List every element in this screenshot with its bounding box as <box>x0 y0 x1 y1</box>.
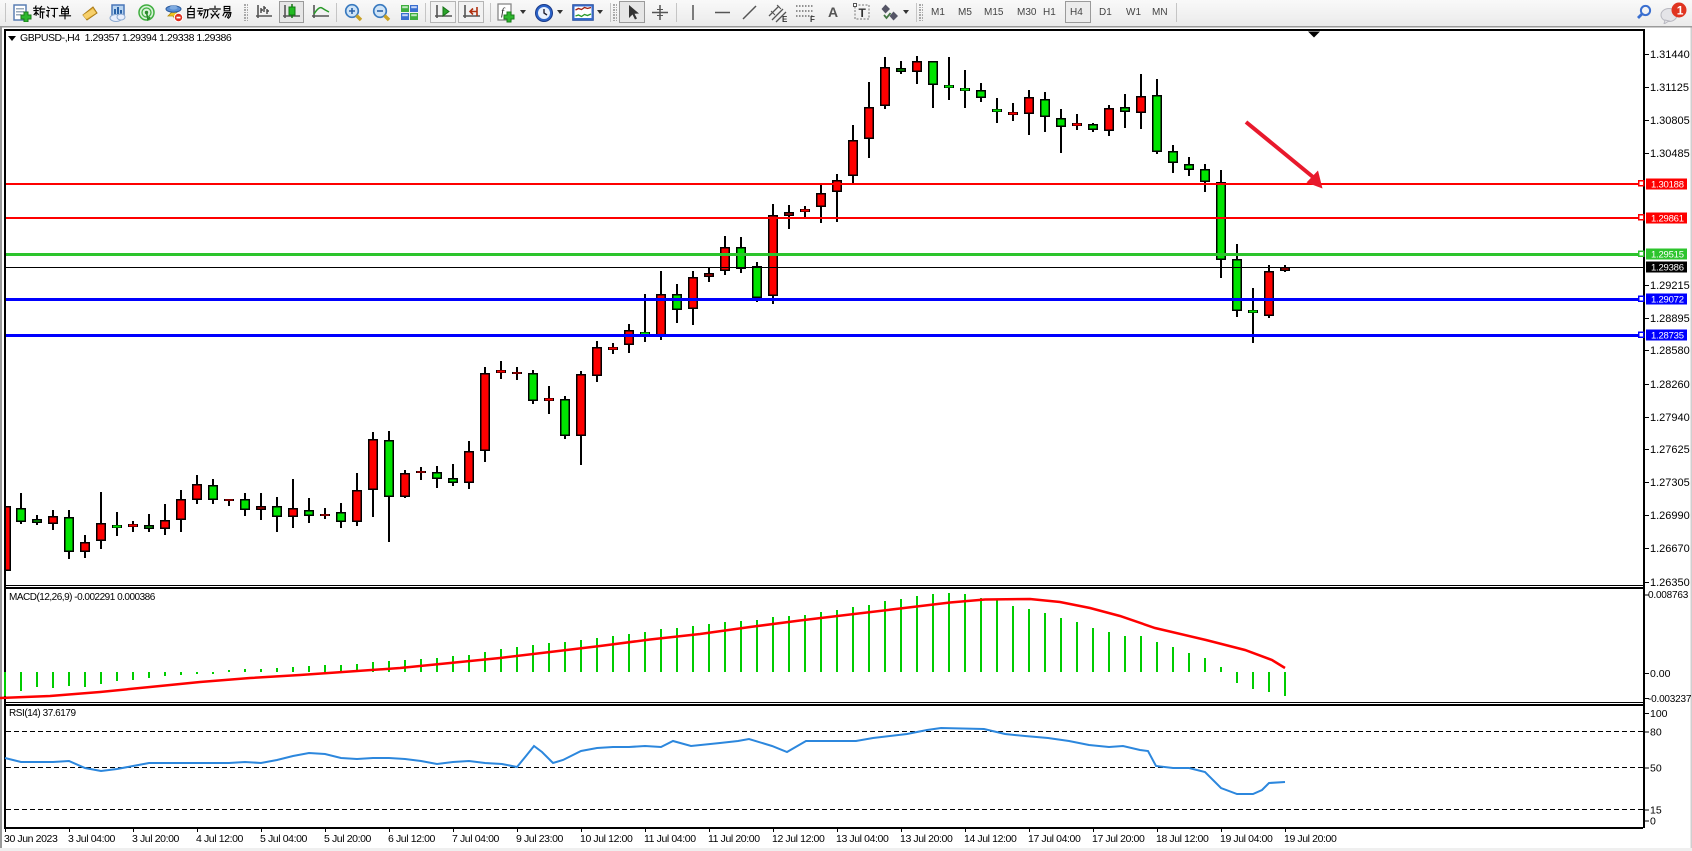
svg-text:f: f <box>501 6 506 18</box>
svg-text:1.29515: 1.29515 <box>1651 250 1684 261</box>
svg-text:1.28895: 1.28895 <box>1650 313 1690 325</box>
svg-text:1.28735: 1.28735 <box>1651 331 1684 342</box>
svg-text:9 Jul 23:00: 9 Jul 23:00 <box>516 833 564 845</box>
svg-text:7 Jul 04:00: 7 Jul 04:00 <box>452 833 500 845</box>
svg-text:T: T <box>859 6 867 20</box>
svg-text:1.26670: 1.26670 <box>1650 543 1690 555</box>
svg-text:5 Jul 20:00: 5 Jul 20:00 <box>324 833 372 845</box>
svg-text:18 Jul 12:00: 18 Jul 12:00 <box>1156 833 1209 845</box>
svg-text:1.26990: 1.26990 <box>1650 510 1690 522</box>
svg-text:3 Jul 20:00: 3 Jul 20:00 <box>132 833 180 845</box>
svg-text:1.31125: 1.31125 <box>1650 82 1689 94</box>
svg-text:14 Jul 12:00: 14 Jul 12:00 <box>964 833 1017 845</box>
svg-text:1.29386: 1.29386 <box>1651 263 1684 274</box>
svg-text:4 Jul 12:00: 4 Jul 12:00 <box>196 833 244 845</box>
svg-text:100: 100 <box>1650 708 1668 720</box>
svg-text:1: 1 <box>1677 3 1684 17</box>
svg-text:15: 15 <box>1650 805 1662 817</box>
svg-text:1.30485: 1.30485 <box>1650 148 1690 160</box>
svg-text:12 Jul 12:00: 12 Jul 12:00 <box>772 833 825 845</box>
svg-text:6 Jul 12:00: 6 Jul 12:00 <box>388 833 436 845</box>
svg-text:0.00: 0.00 <box>1650 668 1671 680</box>
svg-text:13 Jul 04:00: 13 Jul 04:00 <box>836 833 889 845</box>
svg-text:17 Jul 20:00: 17 Jul 20:00 <box>1092 833 1145 845</box>
svg-text:11 Jul 20:00: 11 Jul 20:00 <box>708 833 760 845</box>
svg-text:1.28260: 1.28260 <box>1650 379 1690 391</box>
svg-text:1.27625: 1.27625 <box>1650 444 1690 456</box>
svg-text:1.29215: 1.29215 <box>1650 280 1690 292</box>
svg-text:GBPUSD-,H4 1.29357 1.29394 1.: GBPUSD-,H4 1.29357 1.29394 1.29338 1.293… <box>20 32 232 44</box>
svg-text:F: F <box>810 15 815 23</box>
svg-text:1.27940: 1.27940 <box>1650 412 1690 424</box>
svg-text:1.30188: 1.30188 <box>1651 180 1684 191</box>
svg-text:10 Jul 12:00: 10 Jul 12:00 <box>580 833 633 845</box>
svg-text:50: 50 <box>1650 763 1662 775</box>
svg-text:E: E <box>782 15 788 23</box>
svg-text:0.008763: 0.008763 <box>1648 590 1689 601</box>
svg-text:1.27305: 1.27305 <box>1650 477 1690 489</box>
svg-text:3 Jul 04:00: 3 Jul 04:00 <box>68 833 116 845</box>
svg-text:30 Jun 2023: 30 Jun 2023 <box>4 833 58 845</box>
svg-text:RSI(14) 37.6179: RSI(14) 37.6179 <box>9 708 77 719</box>
svg-text:1.30805: 1.30805 <box>1650 115 1690 127</box>
svg-text:1.26350: 1.26350 <box>1650 577 1690 589</box>
svg-text:11 Jul 04:00: 11 Jul 04:00 <box>644 833 696 845</box>
svg-text:1.29861: 1.29861 <box>1651 214 1684 225</box>
svg-text:19 Jul 04:00: 19 Jul 04:00 <box>1220 833 1273 845</box>
svg-text:1.29072: 1.29072 <box>1651 295 1684 306</box>
svg-text:-0.003237: -0.003237 <box>1648 694 1692 705</box>
svg-text:80: 80 <box>1650 727 1662 739</box>
svg-text:17 Jul 04:00: 17 Jul 04:00 <box>1028 833 1081 845</box>
svg-text:MACD(12,26,9) -0.002291 0.0003: MACD(12,26,9) -0.002291 0.000386 <box>9 592 156 603</box>
svg-text:1.31440: 1.31440 <box>1650 49 1690 61</box>
svg-text:0: 0 <box>1650 816 1656 828</box>
svg-text:5 Jul 04:00: 5 Jul 04:00 <box>260 833 308 845</box>
svg-text:19 Jul 20:00: 19 Jul 20:00 <box>1284 833 1337 845</box>
svg-text:1.28580: 1.28580 <box>1650 345 1690 357</box>
svg-text:13 Jul 20:00: 13 Jul 20:00 <box>900 833 953 845</box>
